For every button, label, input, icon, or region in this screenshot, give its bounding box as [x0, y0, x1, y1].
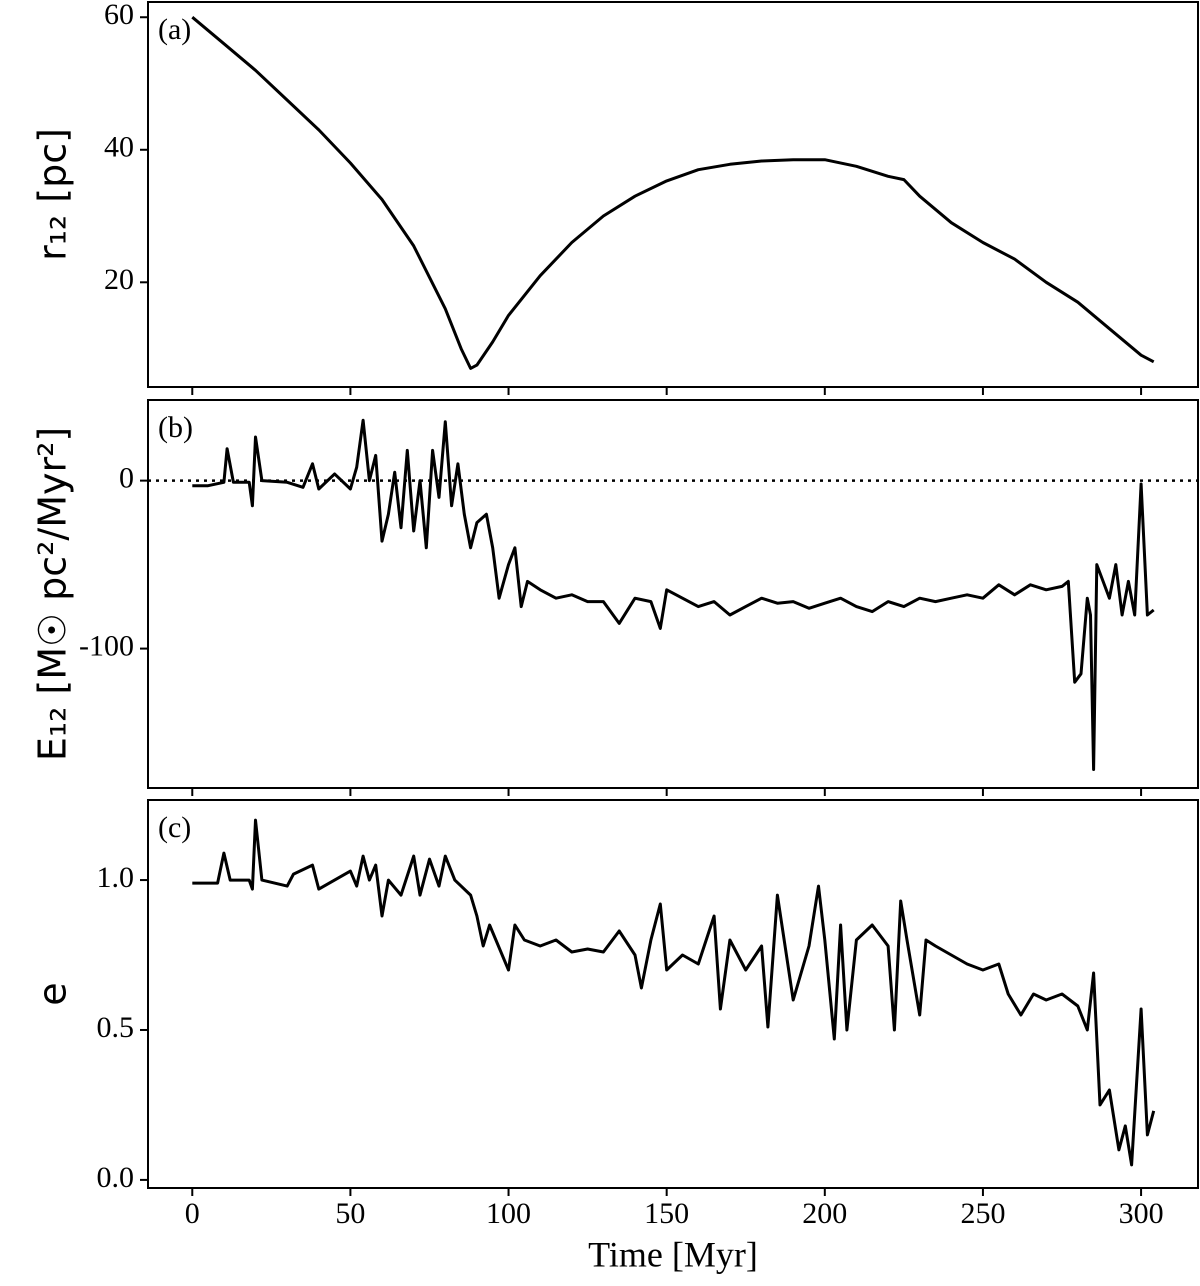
x-tick-label: 50 — [335, 1197, 365, 1230]
y-axis-label: r₁₂ [pc] — [31, 128, 75, 261]
data-line — [192, 418, 1155, 771]
panel-label: (a) — [158, 13, 191, 46]
y-tick-label: 20 — [104, 263, 134, 296]
y-axis-label: E₁₂ [M☉ pc²/Myr²] — [31, 427, 75, 761]
plot-frame — [147, 799, 1199, 1189]
y-tick-label: 0.0 — [97, 1161, 135, 1194]
y-tick-label: 60 — [104, 0, 134, 31]
x-tick-label: 200 — [802, 1197, 847, 1230]
x-tick-label: 0 — [185, 1197, 200, 1230]
panel-label: (b) — [158, 411, 193, 444]
data-line — [192, 818, 1156, 1167]
y-tick-label: 1.0 — [97, 861, 135, 894]
x-tick-label: 100 — [486, 1197, 531, 1230]
x-tick-label: 250 — [960, 1197, 1005, 1230]
plot-frame — [147, 399, 1199, 789]
x-tick-label: 150 — [644, 1197, 689, 1230]
plot-frame — [147, 1, 1199, 388]
y-axis-label: e — [31, 982, 75, 1005]
x-tick-label: 300 — [1119, 1197, 1164, 1230]
x-axis-label: Time [Myr] — [588, 1234, 758, 1274]
data-line — [191, 16, 1155, 370]
y-tick-label: 40 — [104, 131, 134, 164]
panel-label: (c) — [158, 811, 191, 844]
y-tick-label: 0 — [119, 462, 134, 495]
y-tick-label: 0.5 — [97, 1011, 135, 1044]
y-tick-label: -100 — [79, 629, 134, 662]
